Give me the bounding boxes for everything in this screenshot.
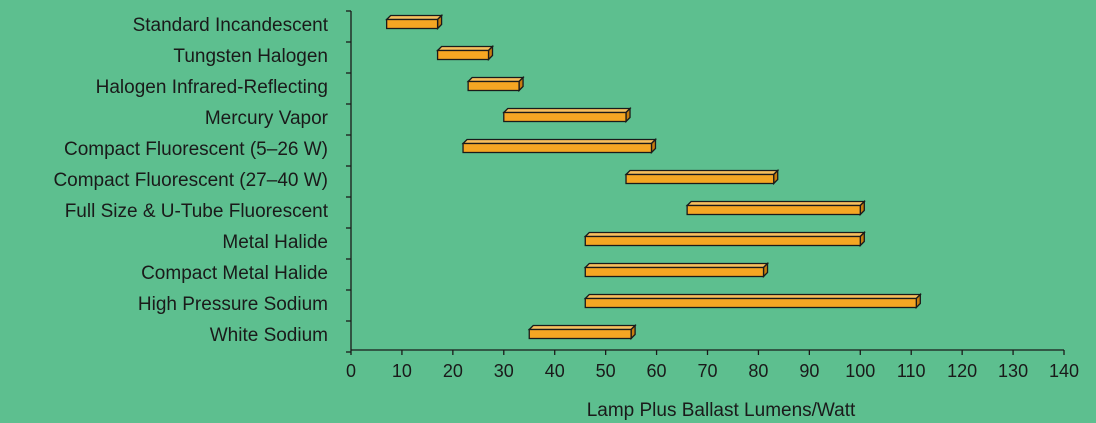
- category-label: White Sodium: [210, 325, 328, 346]
- bar-front-face: [436, 49, 490, 61]
- category-label: Tungsten Halogen: [173, 46, 328, 67]
- x-tick-label: 20: [443, 361, 463, 381]
- x-tick-label: 30: [494, 361, 514, 381]
- category-labels: Standard Incandescent Tungsten Halogen Hal…: [53, 15, 328, 346]
- category-label: Metal Halide: [222, 232, 328, 253]
- x-tick-label: 110: [897, 361, 926, 381]
- y-axis: [346, 10, 352, 353]
- category-label: Compact Fluorescent (5–26 W): [64, 139, 328, 160]
- range-bar: [624, 168, 780, 186]
- x-tick-label: 100: [845, 361, 875, 381]
- x-tick-label: 130: [998, 361, 1028, 381]
- range-bar: [583, 230, 866, 248]
- category-label: Compact Metal Halide: [141, 263, 328, 284]
- category-label: Mercury Vapor: [205, 108, 329, 129]
- x-tick-label: 50: [596, 361, 616, 381]
- range-bar: [583, 292, 922, 310]
- bar-front-face: [584, 235, 861, 247]
- bar-front-face: [584, 266, 765, 278]
- range-bar: [385, 13, 444, 31]
- bar-front-face: [584, 297, 917, 309]
- bars: [385, 13, 922, 341]
- bar-front-face: [503, 111, 627, 123]
- x-tick-label: 60: [647, 361, 667, 381]
- range-bar: [583, 261, 770, 279]
- range-bar: [502, 106, 632, 124]
- x-tick-label: 70: [697, 361, 717, 381]
- x-tick-label: 10: [392, 361, 412, 381]
- bar-front-face: [528, 328, 632, 340]
- x-axis-title: Lamp Plus Ballast Lumens/Watt: [587, 400, 856, 421]
- bar-front-face: [385, 18, 439, 30]
- x-tick-label: 90: [799, 361, 819, 381]
- range-bar: [461, 137, 658, 155]
- x-tick-label: 40: [545, 361, 565, 381]
- x-axis: 0 10 20 30 40 50 60 70 80 90 100 110 120 130 140: [346, 349, 1079, 381]
- category-label: High Pressure Sodium: [138, 294, 328, 315]
- category-label: Halogen Infrared-Reflecting: [96, 77, 328, 98]
- x-tick-label: 140: [1049, 361, 1079, 381]
- bar-front-face: [686, 204, 861, 216]
- x-tick-label: 120: [947, 361, 977, 381]
- x-tick-label: 0: [346, 361, 356, 381]
- category-label: Standard Incandescent: [133, 15, 329, 36]
- x-tick-label: 80: [748, 361, 768, 381]
- range-bar: [466, 75, 525, 93]
- range-bar: [685, 199, 866, 217]
- bar-front-face: [625, 173, 775, 185]
- bar-front-face: [467, 80, 520, 92]
- category-label: Full Size & U-Tube Fluorescent: [65, 201, 329, 222]
- category-label: Compact Fluorescent (27–40 W): [53, 170, 328, 191]
- range-bar: [436, 44, 495, 62]
- range-bar: [527, 323, 637, 341]
- bar-front-face: [462, 142, 653, 154]
